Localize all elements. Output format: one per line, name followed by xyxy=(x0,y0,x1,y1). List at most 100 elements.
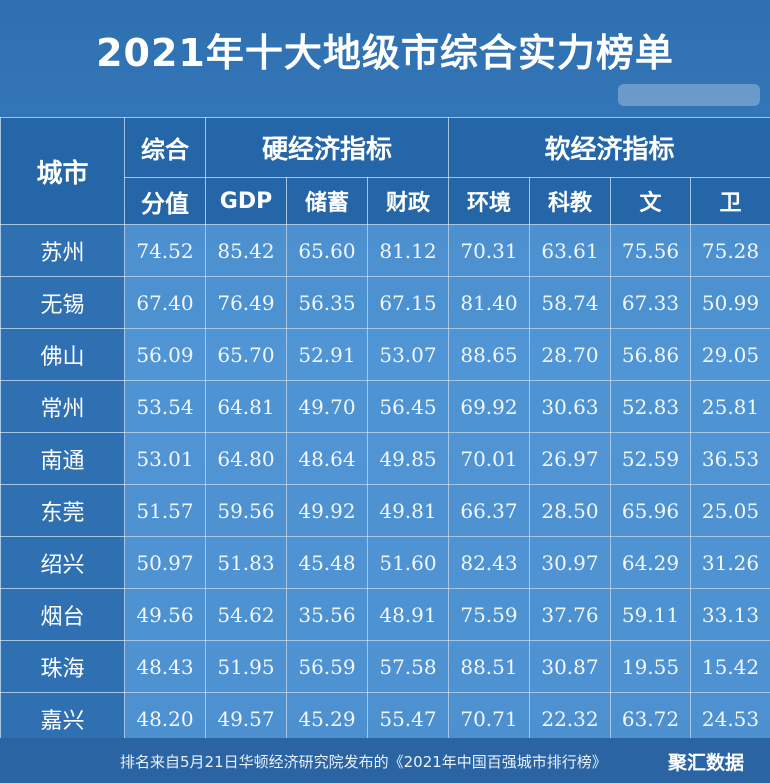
value-cell: 56.45 xyxy=(367,380,449,433)
value-cell: 88.65 xyxy=(448,328,530,381)
page-title: 2021年十大地级市综合实力榜单 xyxy=(96,31,674,75)
value-cell: 63.72 xyxy=(610,692,691,745)
value-cell: 57.58 xyxy=(367,640,449,693)
value-cell: 48.20 xyxy=(124,692,206,745)
table-row: 南通 53.01 64.80 48.64 49.85 70.01 26.97 52.59 36.… xyxy=(0,432,770,485)
header-col-savings: 储蓄 xyxy=(286,177,368,225)
value-cell: 66.37 xyxy=(448,484,530,537)
value-cell: 53.07 xyxy=(367,328,449,381)
value-cell: 50.99 xyxy=(689,276,770,329)
city-cell: 佛山 xyxy=(0,328,125,381)
header-col-health: 卫 xyxy=(689,177,770,225)
city-cell: 南通 xyxy=(0,432,125,485)
value-cell: 49.70 xyxy=(286,380,368,433)
value-cell: 52.91 xyxy=(286,328,368,381)
value-cell: 35.56 xyxy=(286,588,368,641)
source-note: 排名来自5月21日华顿经济研究院发布的《2021年中国百强城市排行榜》 xyxy=(120,753,607,771)
value-cell: 19.55 xyxy=(610,640,691,693)
city-cell: 常州 xyxy=(0,380,125,433)
value-cell: 37.76 xyxy=(529,588,611,641)
value-cell: 48.64 xyxy=(286,432,368,485)
value-cell: 30.97 xyxy=(529,536,611,589)
city-cell: 烟台 xyxy=(0,588,125,641)
header-soft-group: 软经济指标 xyxy=(447,117,770,178)
city-cell: 珠海 xyxy=(0,640,125,693)
value-cell: 59.11 xyxy=(610,588,691,641)
value-cell: 55.47 xyxy=(367,692,449,745)
header-col-finance: 财政 xyxy=(367,177,449,225)
value-cell: 75.56 xyxy=(610,224,691,277)
value-cell: 85.42 xyxy=(205,224,287,277)
value-cell: 75.28 xyxy=(689,224,770,277)
value-cell: 49.81 xyxy=(367,484,449,537)
value-cell: 36.53 xyxy=(689,432,770,485)
table-row: 珠海 48.43 51.95 56.59 57.58 88.51 30.87 19.55 15.… xyxy=(0,640,770,693)
value-cell: 58.74 xyxy=(529,276,611,329)
value-cell: 28.50 xyxy=(529,484,611,537)
value-cell: 48.43 xyxy=(124,640,206,693)
value-cell: 69.92 xyxy=(448,380,530,433)
value-cell: 65.70 xyxy=(205,328,287,381)
value-cell: 15.42 xyxy=(689,640,770,693)
value-cell: 56.09 xyxy=(124,328,206,381)
value-cell: 49.92 xyxy=(286,484,368,537)
table-row: 佛山 56.09 65.70 52.91 53.07 88.65 28.70 56.86 29.… xyxy=(0,328,770,381)
value-cell: 64.80 xyxy=(205,432,287,485)
value-cell: 54.62 xyxy=(205,588,287,641)
watermark-blur xyxy=(618,84,760,106)
value-cell: 50.97 xyxy=(124,536,206,589)
header-score-line2: 分值 xyxy=(124,177,206,225)
value-cell: 67.40 xyxy=(124,276,206,329)
value-cell: 65.60 xyxy=(286,224,368,277)
table-row: 烟台 49.56 54.62 35.56 48.91 75.59 37.76 59.11 33.… xyxy=(0,588,770,641)
value-cell: 67.33 xyxy=(610,276,691,329)
value-cell: 64.29 xyxy=(610,536,691,589)
value-cell: 25.05 xyxy=(689,484,770,537)
value-cell: 51.60 xyxy=(367,536,449,589)
footer-bar xyxy=(0,738,770,783)
table-body: 苏州 74.52 85.42 65.60 81.12 70.31 63.61 75.56 75.… xyxy=(0,224,770,745)
value-cell: 31.26 xyxy=(689,536,770,589)
value-cell: 76.49 xyxy=(205,276,287,329)
value-cell: 49.85 xyxy=(367,432,449,485)
header-score-line1: 综合 xyxy=(124,117,206,178)
city-cell: 东莞 xyxy=(0,484,125,537)
value-cell: 28.70 xyxy=(529,328,611,381)
value-cell: 65.96 xyxy=(610,484,691,537)
value-cell: 81.40 xyxy=(448,276,530,329)
header-col-science-edu: 科教 xyxy=(529,177,611,225)
header-hard-group: 硬经济指标 xyxy=(205,117,449,178)
value-cell: 49.57 xyxy=(205,692,287,745)
table-row: 无锡 67.40 76.49 56.35 67.15 81.40 58.74 67.33 50.… xyxy=(0,276,770,329)
value-cell: 75.59 xyxy=(448,588,530,641)
value-cell: 64.81 xyxy=(205,380,287,433)
value-cell: 82.43 xyxy=(448,536,530,589)
value-cell: 48.91 xyxy=(367,588,449,641)
value-cell: 25.81 xyxy=(689,380,770,433)
ranking-table: 城市 综合 硬经济指标 软经济指标 分值 GDP 储蓄 财政 环境 科教 文 卫… xyxy=(0,117,770,745)
value-cell: 52.59 xyxy=(610,432,691,485)
value-cell: 29.05 xyxy=(689,328,770,381)
value-cell: 52.83 xyxy=(610,380,691,433)
value-cell: 30.87 xyxy=(529,640,611,693)
table-row: 常州 53.54 64.81 49.70 56.45 69.92 30.63 52.83 25.… xyxy=(0,380,770,433)
header-col-environment: 环境 xyxy=(448,177,530,225)
value-cell: 70.01 xyxy=(448,432,530,485)
header-city: 城市 xyxy=(0,117,125,225)
value-cell: 45.48 xyxy=(286,536,368,589)
value-cell: 59.56 xyxy=(205,484,287,537)
value-cell: 51.83 xyxy=(205,536,287,589)
value-cell: 63.61 xyxy=(529,224,611,277)
value-cell: 88.51 xyxy=(448,640,530,693)
table-row: 绍兴 50.97 51.83 45.48 51.60 82.43 30.97 64.29 31.… xyxy=(0,536,770,589)
city-cell: 无锡 xyxy=(0,276,125,329)
value-cell: 33.13 xyxy=(689,588,770,641)
city-cell: 苏州 xyxy=(0,224,125,277)
value-cell: 51.95 xyxy=(205,640,287,693)
value-cell: 49.56 xyxy=(124,588,206,641)
value-cell: 67.15 xyxy=(367,276,449,329)
header-col-gdp: GDP xyxy=(205,177,287,225)
value-cell: 53.54 xyxy=(124,380,206,433)
value-cell: 24.53 xyxy=(689,692,770,745)
table-row: 苏州 74.52 85.42 65.60 81.12 70.31 63.61 75.56 75.… xyxy=(0,224,770,277)
